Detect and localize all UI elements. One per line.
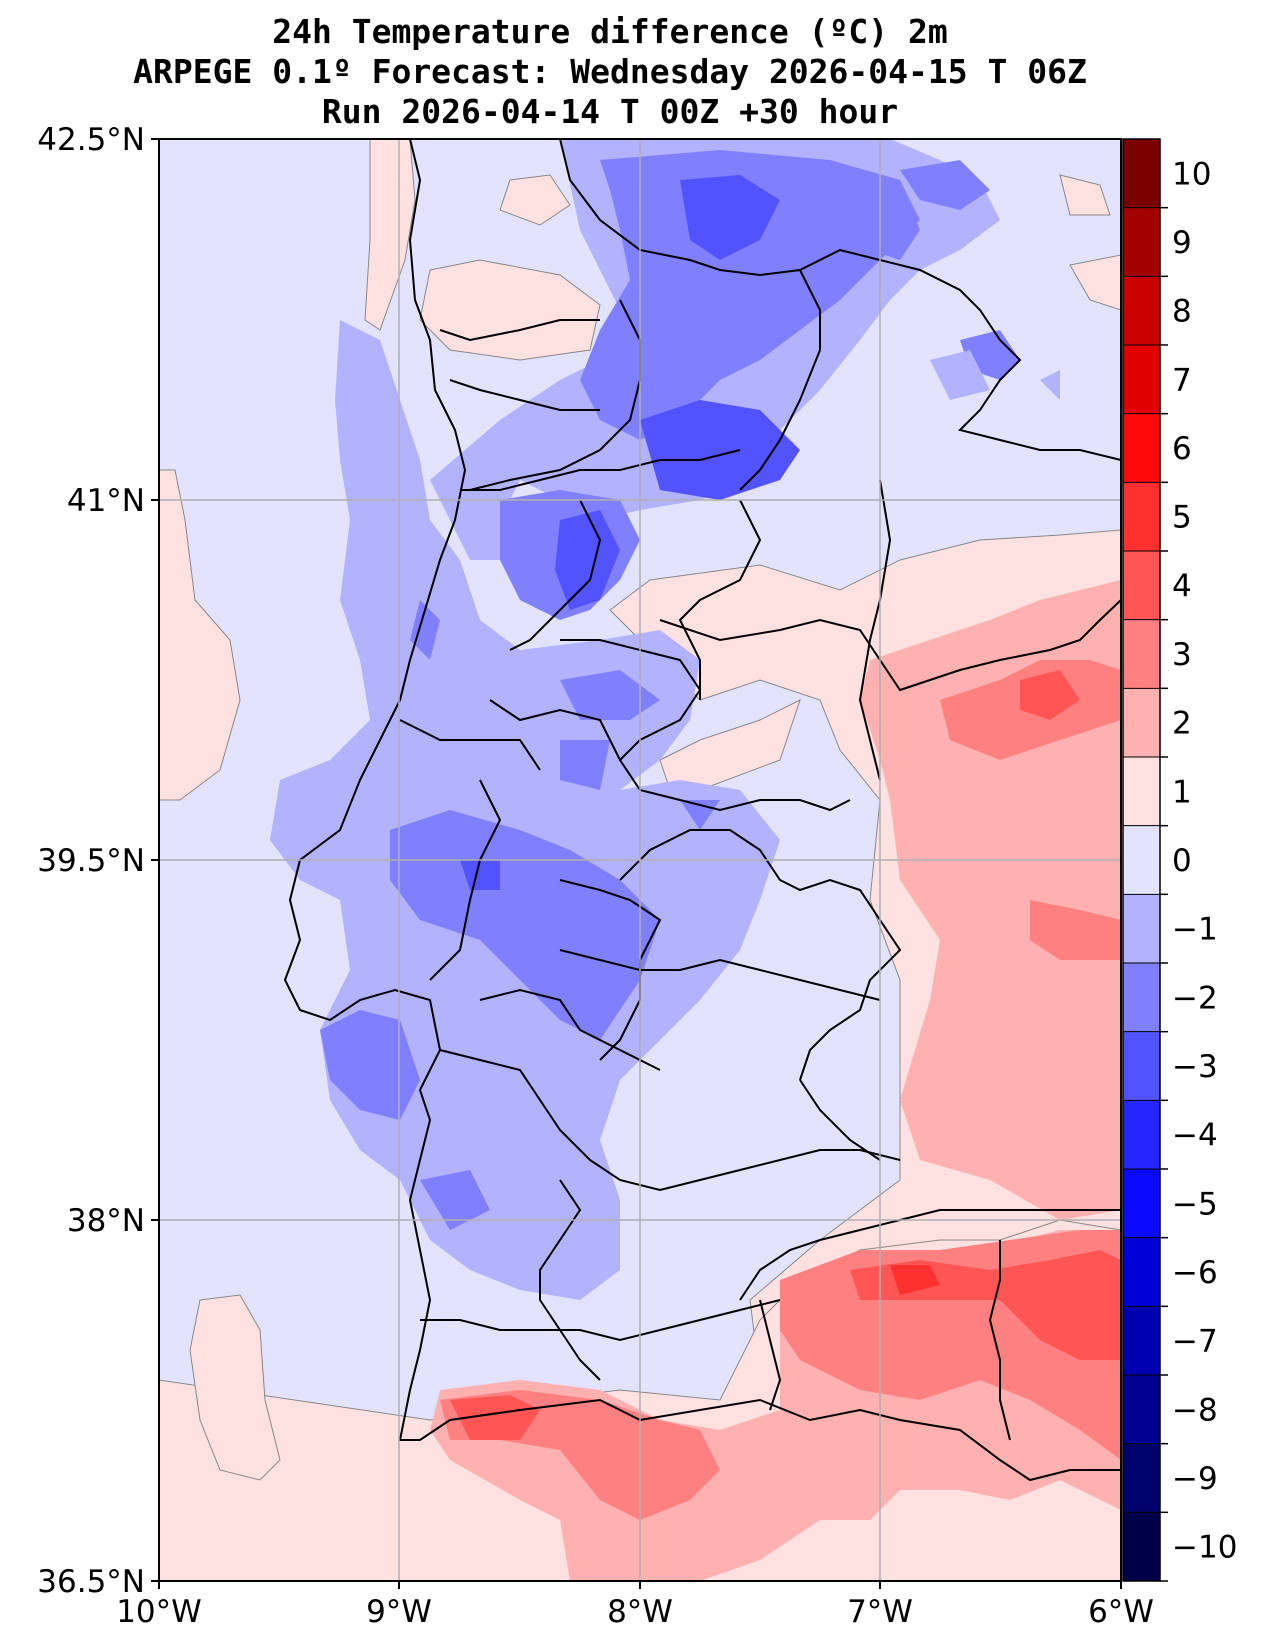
colorbar-label: −4 [1172, 1118, 1218, 1154]
colorbar-swatch [1123, 1306, 1160, 1376]
colorbar-label: −9 [1172, 1461, 1218, 1497]
colorbar-swatch [1123, 551, 1160, 621]
lat-tick-label: 41°N [67, 483, 145, 519]
coastline-and-borders [283, 139, 1121, 1482]
colorbar-swatch [1123, 757, 1160, 827]
colorbar-swatch [1123, 1100, 1160, 1170]
map-title-line1: 24h Temperature difference (ºC) 2m [272, 12, 948, 51]
colorbar-label: 9 [1172, 225, 1192, 261]
lon-tick-label: 6°W [1088, 1594, 1154, 1630]
map-title-line2: ARPEGE 0.1º Forecast: Wednesday 2026-04-… [133, 52, 1087, 91]
colorbar-label: −1 [1172, 912, 1218, 948]
colorbar-swatch [1123, 1512, 1160, 1582]
colorbar-label: −8 [1172, 1392, 1218, 1428]
colorbar-swatch [1123, 963, 1160, 1033]
lat-tick-label: 36.5°N [37, 1564, 145, 1600]
colorbar-swatch [1123, 1375, 1160, 1445]
lat-axis: 42.5°N 41°N 39.5°N 38°N 36.5°N [37, 122, 159, 1600]
colorbar-label: 6 [1172, 431, 1192, 467]
colorbar-swatch [1123, 688, 1160, 758]
colorbar-swatch [1123, 619, 1160, 689]
lat-tick-label: 42.5°N [37, 122, 145, 158]
colorbar-label: −7 [1172, 1324, 1218, 1360]
lon-tick-label: 7°W [847, 1594, 913, 1630]
colorbar-swatch [1123, 482, 1160, 552]
colorbar-label: 10 [1172, 156, 1211, 192]
colorbar-swatch [1123, 413, 1160, 483]
colorbar-swatch [1123, 139, 1160, 209]
colorbar-label: 0 [1172, 843, 1192, 879]
colorbar-label: 4 [1172, 568, 1192, 604]
lon-tick-label: 9°W [366, 1594, 432, 1630]
lat-tick-label: 39.5°N [37, 843, 145, 879]
colorbar-label: −2 [1172, 980, 1218, 1016]
colorbar-swatch [1123, 1031, 1160, 1101]
colorbar-label: −10 [1172, 1530, 1237, 1566]
colorbar-swatch [1123, 207, 1160, 277]
colorbar-label: −5 [1172, 1186, 1218, 1222]
colorbar-label: 1 [1172, 774, 1192, 810]
colorbar-label: −3 [1172, 1049, 1218, 1085]
lon-tick-label: 10°W [116, 1594, 202, 1630]
colorbar-label: −6 [1172, 1255, 1218, 1291]
colorbar-swatch [1123, 1443, 1160, 1513]
colorbar-label: 3 [1172, 637, 1192, 673]
lon-tick-label: 8°W [607, 1594, 673, 1630]
colorbar-swatch [1123, 276, 1160, 346]
colorbar-label: 7 [1172, 362, 1192, 398]
lon-axis: 10°W 9°W 8°W 7°W 6°W [116, 1581, 1154, 1630]
colorbar-swatch [1123, 1237, 1160, 1307]
colorbar-swatch [1123, 1169, 1160, 1239]
negative-anomaly-regions [270, 139, 1060, 1300]
colorbar-swatch [1123, 894, 1160, 964]
colorbar-label: 5 [1172, 500, 1192, 536]
lat-tick-label: 38°N [67, 1203, 145, 1239]
colorbar-label: 8 [1172, 294, 1192, 330]
map-title-line3: Run 2026-04-14 T 00Z +30 hour [321, 92, 899, 131]
map-panel [159, 139, 1121, 1581]
graticule [159, 139, 1121, 1581]
colorbar-swatch [1123, 825, 1160, 895]
colorbar-swatch [1123, 345, 1160, 415]
colorbar-label: 2 [1172, 706, 1192, 742]
